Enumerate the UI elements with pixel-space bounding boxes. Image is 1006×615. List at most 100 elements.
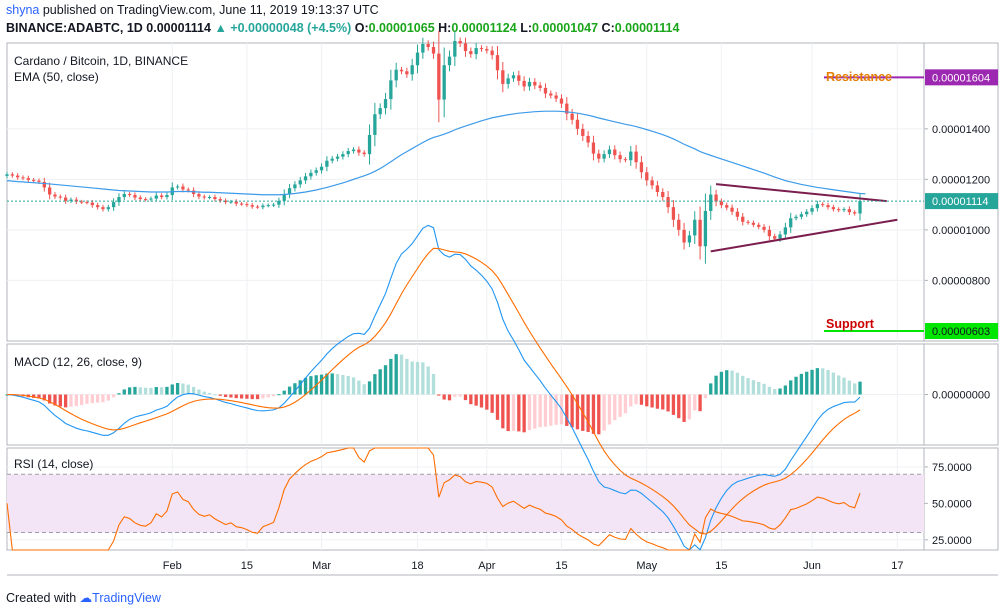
macd-histogram-bar — [522, 394, 526, 433]
candle-body — [213, 197, 217, 200]
macd-histogram-bar — [287, 386, 292, 395]
candle-body — [74, 199, 78, 202]
macd-histogram-bar — [442, 394, 446, 400]
candle-body — [767, 229, 772, 237]
macd-histogram-bar — [591, 394, 596, 434]
macd-histogram-bar — [687, 394, 692, 420]
candle-body — [527, 81, 532, 87]
macd-histogram-bar — [629, 394, 633, 407]
macd-histogram-bar — [847, 380, 852, 395]
candle-body — [266, 205, 270, 207]
last-price-tag-bg — [925, 193, 998, 210]
x-tick-label: May — [636, 560, 657, 572]
candle-body — [746, 221, 750, 223]
candle-body — [661, 192, 665, 198]
candle-body — [511, 75, 516, 79]
candle-body — [709, 194, 713, 211]
candle-body — [714, 194, 718, 202]
x-tick-label: Feb — [163, 560, 182, 572]
candle-body — [367, 134, 372, 155]
candle-body — [586, 135, 590, 143]
candle-body — [21, 177, 25, 179]
macd-histogram-bar — [517, 394, 521, 432]
macd-histogram-bar — [842, 377, 846, 395]
candle-body — [735, 211, 740, 217]
macd-histogram-bar — [74, 394, 78, 407]
author-name[interactable]: shyna — [6, 3, 40, 17]
macd-histogram-bar — [767, 386, 772, 395]
macd-histogram-bar — [490, 394, 494, 413]
candle-body — [373, 114, 377, 135]
macd-histogram-bar — [821, 368, 825, 395]
macd-histogram-bar — [618, 394, 622, 417]
support-tag-bg — [925, 323, 998, 339]
axis-labels: Feb 15 Mar 18 Apr 15 May 15 Jun 17 0.00000800 0.000… — [163, 124, 990, 572]
candle-body — [47, 187, 52, 195]
candle-body — [293, 184, 297, 189]
candle-body — [255, 206, 260, 208]
support-label: Support — [826, 317, 875, 331]
candle-body — [383, 99, 388, 109]
macd-histogram-bar — [623, 394, 628, 414]
candle-body — [32, 179, 36, 181]
candle-body — [10, 174, 14, 176]
candles — [5, 30, 862, 435]
candle-body — [351, 149, 356, 152]
candle-body — [405, 71, 409, 75]
candle-body — [133, 195, 137, 198]
tradingview-brand[interactable]: TradingView — [92, 591, 161, 605]
macd-histogram-bar — [805, 371, 809, 395]
candle-body — [63, 197, 68, 201]
macd-histogram-bar — [501, 394, 505, 429]
candle-body — [533, 81, 537, 86]
candle-body — [234, 201, 238, 204]
candle-body — [538, 85, 542, 88]
macd-histogram-bar — [37, 394, 41, 399]
macd-histogram-bar — [32, 394, 36, 398]
macd-histogram-bar — [783, 385, 788, 395]
macd-histogram-bar — [399, 354, 404, 395]
macd-histogram-bar — [351, 377, 356, 395]
triangle-lower-line — [710, 218, 898, 253]
macd-histogram-bar — [303, 377, 308, 395]
candle-body — [85, 202, 89, 204]
macd-histogram-bar — [778, 388, 782, 395]
candle-body — [335, 156, 340, 159]
candle-body — [442, 65, 446, 100]
footer: Created with ☁TradingView — [6, 590, 161, 605]
candle-body — [330, 158, 334, 161]
macd-histogram-bar — [543, 394, 548, 427]
macd-histogram-bar — [213, 394, 217, 396]
candle-body — [783, 227, 788, 235]
tradingview-logo-icon[interactable]: ☁ — [79, 591, 93, 605]
macd-histogram-bar — [575, 394, 580, 430]
rsi-y-tick-label: 50.0000 — [932, 498, 972, 510]
macd-histogram-bar — [853, 383, 857, 395]
macd-histogram-bar — [789, 380, 793, 395]
candle-body — [453, 40, 457, 57]
candle-body — [687, 235, 692, 243]
macd-histogram-bar — [437, 394, 441, 396]
rsi-y-tick-label: 25.0000 — [932, 535, 972, 547]
candle-body — [69, 199, 73, 201]
main-y-tick-label: 0.00001400 — [932, 124, 990, 136]
candle-body — [762, 226, 766, 230]
x-tick-label: 15 — [555, 560, 567, 572]
macd-histogram-bar — [799, 373, 804, 395]
macd-histogram-bar — [426, 366, 430, 395]
candle-body — [575, 119, 580, 129]
candle-body — [751, 222, 756, 225]
resistance-label: Resistance — [826, 70, 892, 84]
candle-body — [645, 172, 649, 181]
macd-histogram-bar — [602, 394, 606, 431]
ohlc-line: BINANCE:ADABTC, 1D 0.00001114 ▲ +0.00000… — [6, 21, 679, 35]
macd-histogram-bar — [127, 387, 132, 395]
candle-body — [773, 236, 777, 239]
macd-histogram-bar — [682, 394, 686, 422]
candle-body — [319, 166, 324, 171]
candle-body — [581, 128, 585, 136]
x-tick-label: Mar — [312, 560, 331, 572]
macd-histogram-bar — [511, 394, 516, 431]
candle-body — [106, 207, 110, 210]
